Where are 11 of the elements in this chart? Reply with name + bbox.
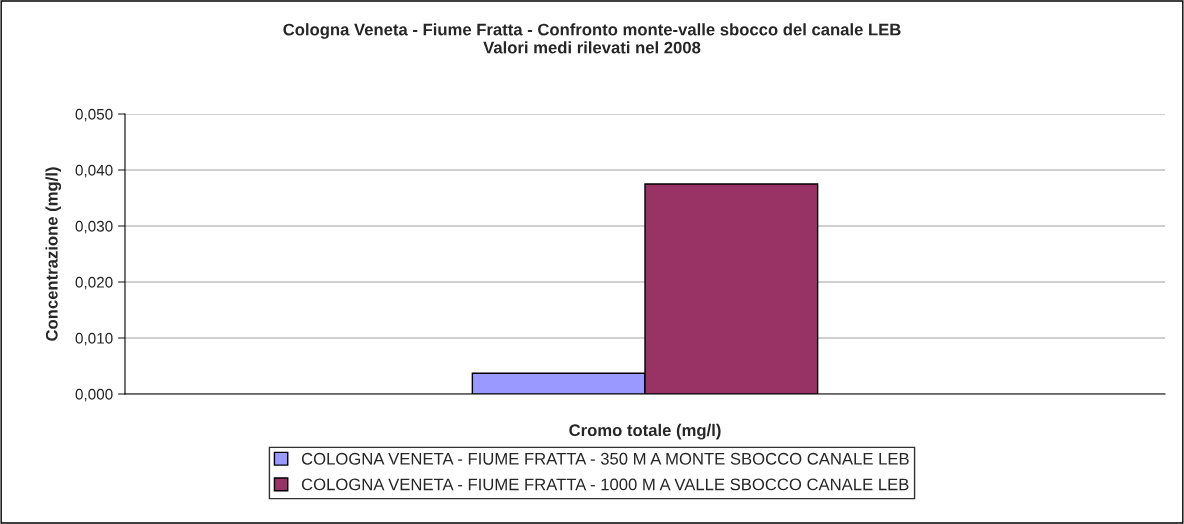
y-axis-title: Concentrazione (mg/l) (45, 167, 62, 341)
y-tick-label: 0,020 (75, 276, 113, 290)
y-tick-label: 0,000 (75, 388, 113, 402)
y-tick-label: 0,010 (75, 332, 113, 346)
x-axis-title: Cromo totale (mg/l) (569, 423, 721, 440)
chart-title: Cologna Veneta - Fiume Fratta - Confronto monte-valle sbocco del canale LEB Valori medi rilevati nel 2008 (283, 23, 901, 54)
legend-label: COLOGNA VENETA - FIUME FRATTA - 1000 M A VALLE SBOCCO CANALE LEB (301, 478, 909, 491)
y-tick-label: 0,040 (75, 164, 113, 178)
y-tick-label: 0,030 (75, 220, 113, 234)
legend-label: COLOGNA VENETA - FIUME FRATTA - 350 M A MONTE SBOCCO CANALE LEB (301, 452, 909, 465)
y-tick-label: 0,050 (75, 108, 113, 122)
